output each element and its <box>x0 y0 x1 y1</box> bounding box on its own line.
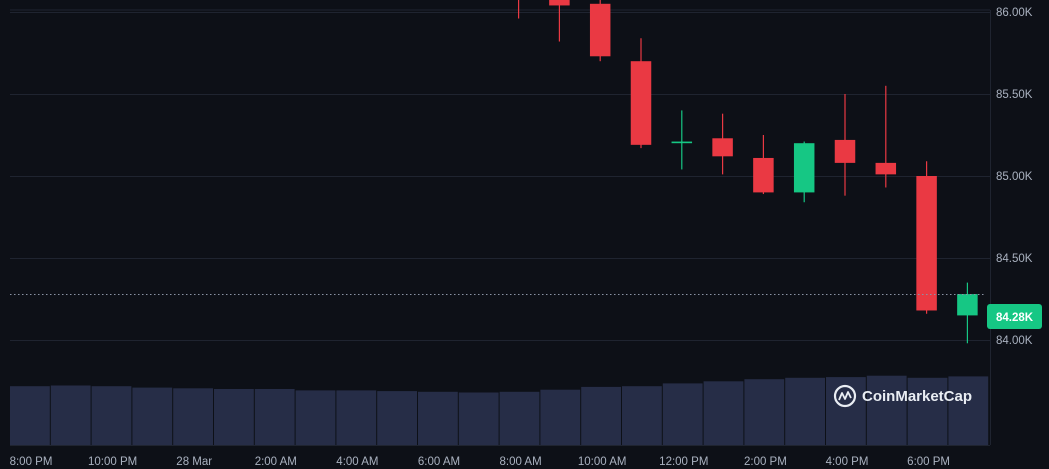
y-tick-label: 84.50K <box>996 253 1033 265</box>
grid-lines <box>10 9 991 446</box>
candle[interactable] <box>671 110 693 170</box>
candle[interactable] <box>793 141 815 203</box>
y-tick-label: 84.00K <box>996 335 1033 347</box>
volume-bar <box>744 379 785 445</box>
candle[interactable] <box>589 0 611 62</box>
volume-bar <box>132 387 173 445</box>
candle-body[interactable] <box>753 157 774 193</box>
volume-bar <box>458 392 499 445</box>
candle-body[interactable] <box>957 294 978 316</box>
candle-body[interactable] <box>549 0 570 6</box>
x-tick-label: 12:00 PM <box>659 456 708 468</box>
current-price-tag-box <box>987 304 1042 329</box>
logo-wave <box>838 391 852 401</box>
candle[interactable] <box>916 161 937 314</box>
candle-body[interactable] <box>916 176 937 311</box>
candle-body[interactable] <box>793 143 815 193</box>
y-tick-label: 85.50K <box>996 89 1033 101</box>
x-tick-label: 2:00 AM <box>255 456 297 468</box>
candle[interactable] <box>712 113 733 175</box>
price-candles[interactable] <box>19 0 978 344</box>
x-axis: 8:00 PM 10:00 PM 28 Mar 2:00 AM 4:00 AM 6:00 … <box>10 456 950 468</box>
candle-body[interactable] <box>589 3 611 57</box>
volume-bar <box>418 391 458 445</box>
candle-body[interactable] <box>671 141 693 144</box>
volume-bar <box>214 389 254 445</box>
volume-bar <box>703 381 744 445</box>
candle[interactable] <box>957 282 978 344</box>
x-tick-label: 4:00 AM <box>336 456 378 468</box>
volume-bar <box>295 390 336 445</box>
x-tick-label: 10:00 AM <box>578 456 627 468</box>
current-price-label: 84.28K <box>996 312 1034 324</box>
x-tick-label: 2:00 PM <box>744 456 787 468</box>
volume-bar <box>540 389 581 445</box>
volume-bar <box>377 391 417 445</box>
x-tick-label: 6:00 PM <box>907 456 950 468</box>
x-tick-label: 8:00 AM <box>499 456 541 468</box>
volume-bar <box>662 383 703 445</box>
volume-bar <box>91 386 132 445</box>
candle-body[interactable] <box>712 138 733 157</box>
candle[interactable] <box>549 0 570 42</box>
volume-bar <box>254 389 295 445</box>
volume-bars <box>10 375 989 445</box>
candle-body[interactable] <box>630 61 652 145</box>
volume-bar <box>336 390 377 445</box>
volume-bar <box>499 391 540 445</box>
current-price-tag: 84.28K <box>987 304 1042 329</box>
watermark: CoinMarketCap <box>833 384 972 408</box>
x-tick-label: 10:00 PM <box>88 456 137 468</box>
x-tick-label: 6:00 AM <box>418 456 460 468</box>
volume-bar <box>622 386 662 445</box>
volume-bar <box>866 375 907 445</box>
volume-bar <box>173 388 213 445</box>
y-tick-label: 86.00K <box>996 7 1033 19</box>
volume-bar <box>50 385 91 445</box>
coinmarketcap-logo-icon <box>833 384 857 408</box>
candle[interactable] <box>875 85 897 188</box>
volume-bar <box>907 377 948 445</box>
volume-bar <box>785 377 825 445</box>
x-tick-label: 4:00 PM <box>826 456 869 468</box>
volume-bar <box>581 386 621 445</box>
candle-body[interactable] <box>834 139 856 163</box>
candle[interactable] <box>753 135 774 195</box>
y-tick-label: 85.00K <box>996 171 1033 183</box>
volume-bar <box>10 386 50 445</box>
volume-bar <box>948 376 989 445</box>
x-tick-label: 28 Mar <box>176 456 212 468</box>
watermark-text: CoinMarketCap <box>862 388 972 405</box>
volume-bar <box>826 377 866 445</box>
candle-body[interactable] <box>875 162 897 175</box>
candle[interactable] <box>834 94 856 196</box>
x-tick-label: 8:00 PM <box>10 456 53 468</box>
candle[interactable] <box>630 38 652 149</box>
y-axis: 87.50K87.00K86.50K86.00K85.50K85.00K84.5… <box>996 7 1033 347</box>
